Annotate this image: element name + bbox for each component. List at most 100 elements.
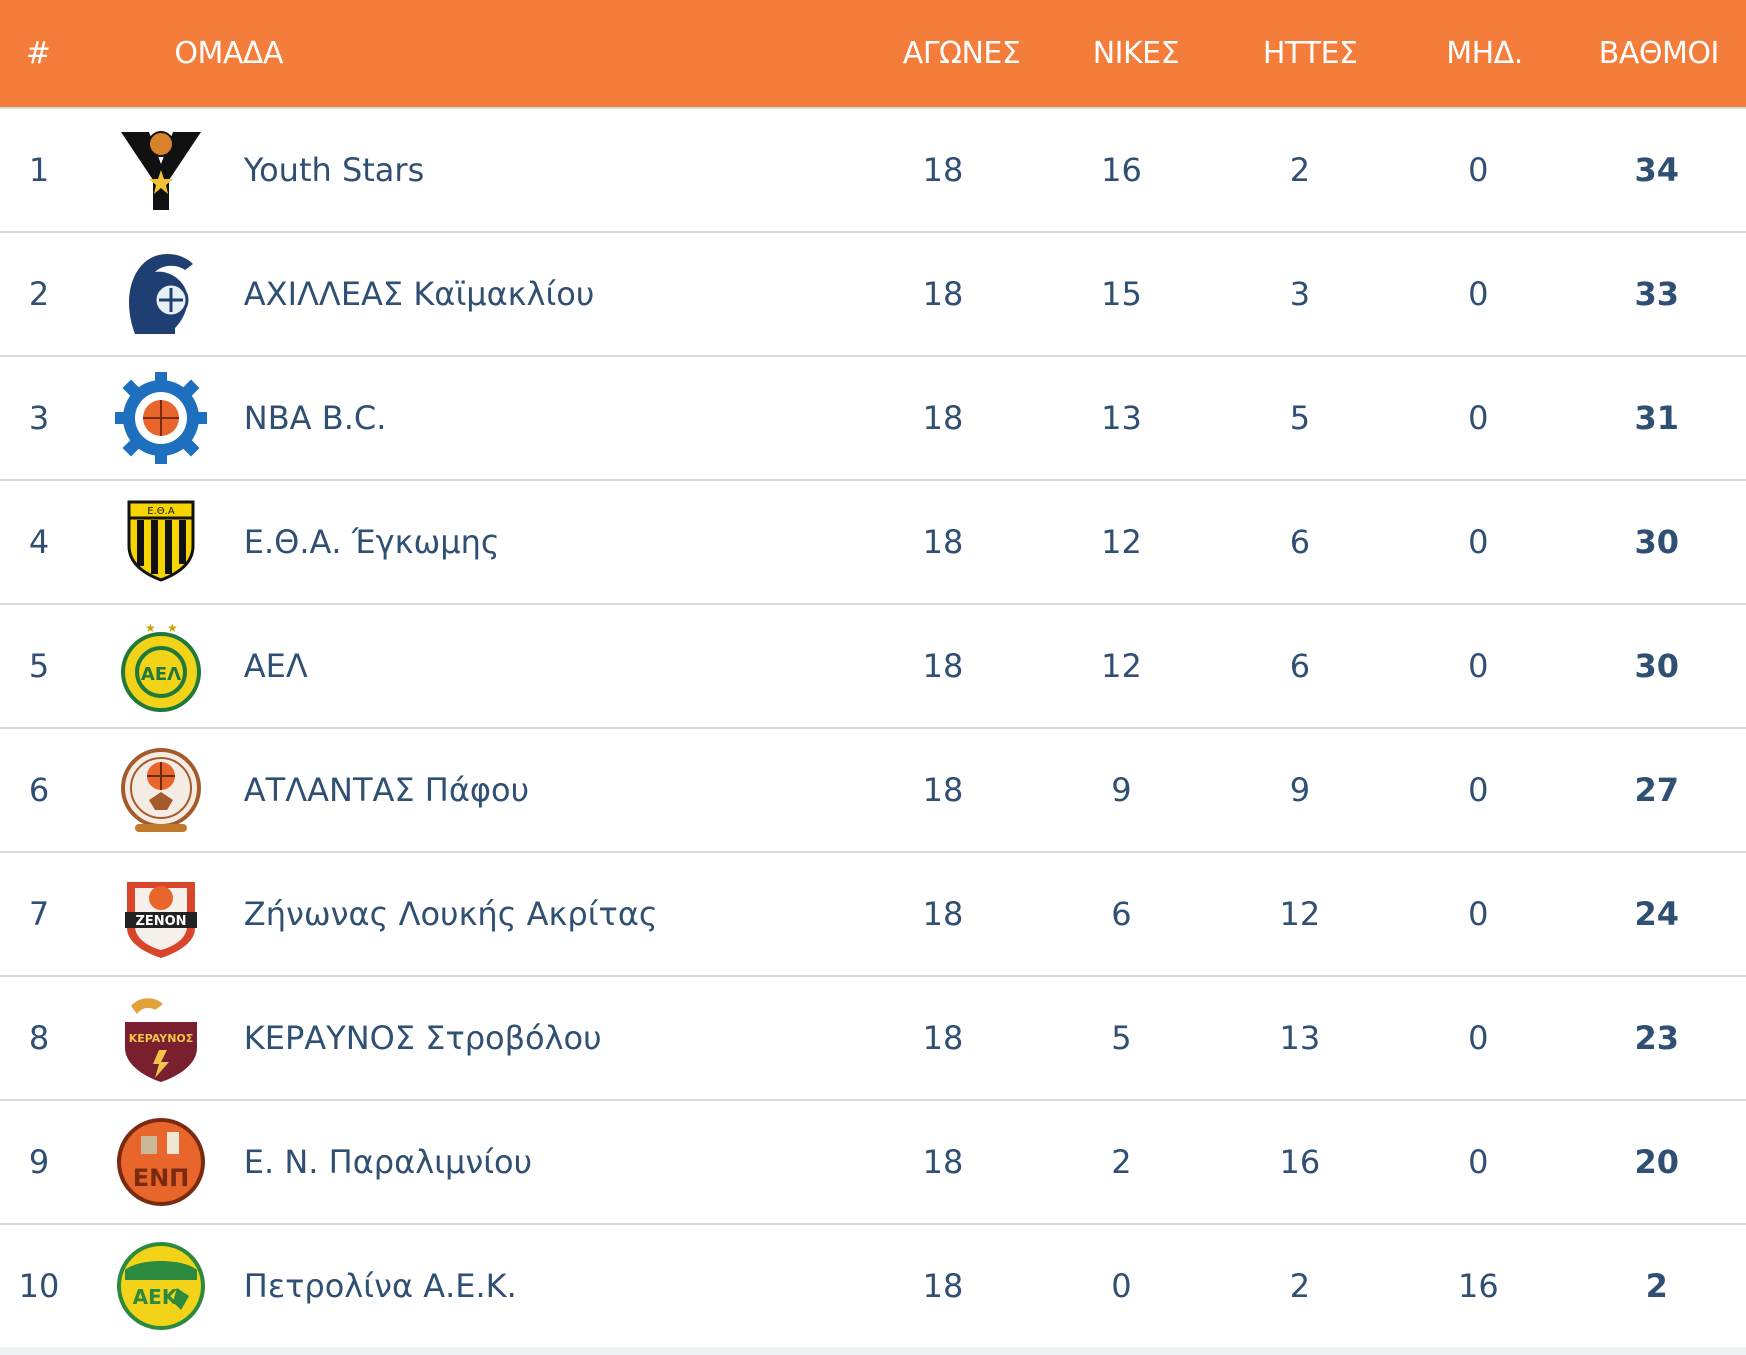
row-played: 18 [922,771,964,809]
row-played: 18 [922,1267,964,1305]
row-position: 8 [28,1019,50,1057]
header-position: # [25,36,51,71]
team-logo: AEK [78,1240,244,1332]
table-header: # ΟΜΑΔΑ ΑΓΩΝΕΣ ΝΙΚΕΣ ΗΤΤΕΣ ΜΗΔ. ΒΑΘΜΟΙ [0,0,1746,107]
achilleas-logo-icon [128,253,193,334]
row-team-name[interactable]: Πετρολίνα Α.Ε.Κ. [243,1267,517,1305]
row-position: 2 [28,275,50,313]
keravnos-logo-text: KEPAYNOΣ [129,1032,194,1045]
row-zero: 0 [1468,275,1489,313]
row-losses: 2 [1289,1267,1311,1305]
row-points: 31 [1634,399,1680,437]
row-position: 7 [28,895,50,933]
row-team-name[interactable]: ΑΧΙΛΛΕΑΣ Καϊμακλίου [243,275,595,313]
row-played: 18 [922,1143,964,1181]
row-played: 18 [922,275,964,313]
row-wins: 15 [1101,275,1142,313]
row-position: 5 [28,647,50,685]
row-wins: 5 [1111,1019,1132,1057]
row-position: 9 [28,1143,50,1181]
row-wins: 12 [1101,523,1142,561]
atlantas-logo-icon [120,748,201,832]
row-played: 18 [922,1019,964,1057]
header-losses: ΗΤΤΕΣ [1262,36,1358,71]
team-logo [78,124,244,216]
etha-logo-text: E.Θ.A [147,506,175,517]
row-team-name[interactable]: NBA B.C. [243,399,387,437]
row-team-name[interactable]: Ε. Ν. Παραλιμνίου [243,1143,533,1181]
row-zero: 0 [1468,1143,1489,1181]
row-losses: 6 [1289,523,1311,561]
youth-stars-logo-icon [120,131,201,210]
row-losses: 12 [1279,895,1321,933]
row-played: 18 [922,523,964,561]
row-zero: 0 [1468,399,1489,437]
aek-logo-icon: AEK [116,1242,205,1330]
team-logo [78,248,244,340]
svg-text:★: ★ [167,621,178,635]
nba-bc-logo-icon [114,372,207,464]
row-zero: 0 [1468,647,1489,685]
svg-text:★: ★ [145,621,156,635]
row-points: 34 [1634,151,1680,189]
header-points: ΒΑΘΜΟΙ [1598,36,1720,71]
row-team-name[interactable]: ΚΕΡΑΥΝΟΣ Στροβόλου [243,1019,602,1057]
row-played: 18 [922,647,964,685]
keravnos-logo-icon: KEPAYNOΣ [124,998,197,1082]
team-logo: ZENON [78,868,244,960]
header-played: ΑΓΩΝΕΣ [902,36,1021,71]
table-row[interactable]: 1 Youth Stars 18 16 2 0 34 [0,107,1746,231]
table-row[interactable]: 6 ΑΤΛΑΝΤΑΣ Πάφου 18 9 9 0 27 [0,727,1746,851]
row-team-name[interactable]: Youth Stars [243,151,425,189]
row-played: 18 [922,895,964,933]
row-points: 33 [1634,275,1680,313]
row-zero: 0 [1468,895,1489,933]
ael-logo-text: AEΛ [141,664,181,685]
row-points: 2 [1645,1267,1668,1305]
table-row[interactable]: 2 ΑΧΙΛΛΕΑΣ Καϊμακλίου 18 15 3 0 33 [0,231,1746,355]
row-points: 27 [1634,771,1680,809]
table-row[interactable]: 3 NBA B.C. 18 13 [0,355,1746,479]
row-wins: 13 [1101,399,1142,437]
row-wins: 2 [1111,1143,1132,1181]
header-wins: ΝΙΚΕΣ [1092,36,1180,71]
row-zero: 0 [1468,1019,1489,1057]
row-team-name[interactable]: ΑΕΛ [243,647,308,685]
row-wins: 6 [1111,895,1132,933]
enp-logo-text: ENΠ [133,1164,190,1192]
row-points: 30 [1634,523,1680,561]
etha-logo-icon: E.Θ.A [127,500,195,582]
row-team-name[interactable]: ΑΤΛΑΝΤΑΣ Πάφου [243,771,530,809]
table-row[interactable]: 7 ZENON Ζήνωνας Λουκής Ακρίτας 18 6 12 0… [0,851,1746,975]
row-losses: 16 [1279,1143,1321,1181]
table-row[interactable]: 10 AEK Πετρολίνα Α.Ε.Κ. 18 0 2 16 2 [0,1223,1746,1347]
row-points: 24 [1634,895,1680,933]
table-row[interactable]: 4 E.Θ.A Ε.Θ.Α. Έγκωμης 18 12 6 0 30 [0,479,1746,603]
header-team: ΟΜΑΔΑ [174,36,283,71]
row-losses: 13 [1279,1019,1321,1057]
row-position: 4 [28,523,50,561]
aek-logo-text: AEK [133,1285,179,1309]
enp-logo-icon: ENΠ [116,1118,205,1206]
table-row[interactable]: 8 KEPAYNOΣ ΚΕΡΑΥΝΟΣ Στροβόλου 18 5 13 0 … [0,975,1746,1099]
row-position: 1 [28,151,50,189]
table-row[interactable]: 5 ★ ★ AEΛ ΑΕΛ 18 12 6 0 30 [0,603,1746,727]
row-losses: 9 [1289,771,1311,809]
row-zero: 0 [1468,771,1489,809]
table-row[interactable]: 9 ENΠ Ε. Ν. Παραλιμνίου 18 2 16 0 20 [0,1099,1746,1223]
row-position: 3 [28,399,50,437]
team-logo: KEPAYNOΣ [78,992,244,1084]
row-zero: 0 [1468,523,1489,561]
row-team-name[interactable]: Ζήνωνας Λουκής Ακρίτας [243,895,658,933]
row-losses: 5 [1289,399,1311,437]
zenon-logo-icon: ZENON [124,882,197,958]
row-position: 6 [28,771,50,809]
row-played: 18 [922,399,964,437]
row-played: 18 [922,151,964,189]
row-points: 20 [1634,1143,1680,1181]
team-logo: ENΠ [78,1116,244,1208]
row-wins: 0 [1111,1267,1132,1305]
row-team-name[interactable]: Ε.Θ.Α. Έγκωμης [243,523,500,561]
row-zero: 16 [1457,1267,1499,1305]
